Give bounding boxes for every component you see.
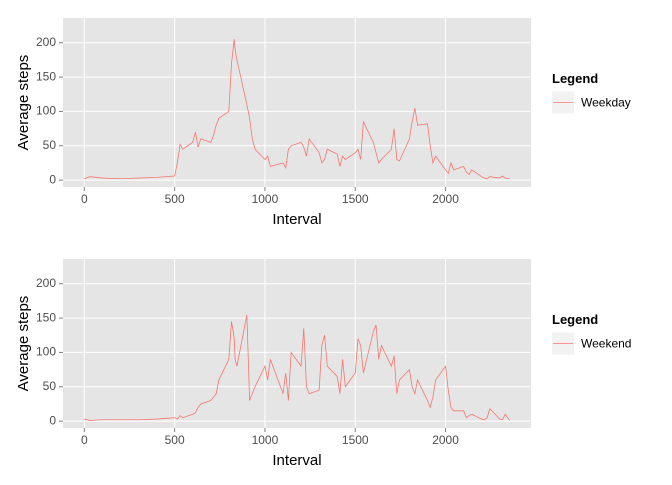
x-tick-label: 2000 xyxy=(432,192,459,206)
x-tick-label: 0 xyxy=(81,433,88,447)
y-tick-label: 50 xyxy=(43,379,57,393)
y-tick-label: 0 xyxy=(49,172,56,186)
legend-label: Weekday xyxy=(581,96,631,110)
legend-title: Legend xyxy=(552,312,598,327)
x-tick-label: 1500 xyxy=(342,192,369,206)
x-axis-title: Interval xyxy=(272,211,321,228)
y-tick-label: 0 xyxy=(49,413,56,427)
y-tick-label: 200 xyxy=(36,276,56,290)
x-tick-label: 1000 xyxy=(252,192,279,206)
panel xyxy=(63,259,531,428)
legend-title: Legend xyxy=(552,71,598,86)
x-tick-label: 2000 xyxy=(432,433,459,447)
y-tick-label: 150 xyxy=(36,310,56,324)
data-line xyxy=(84,39,510,180)
x-tick-label: 1000 xyxy=(252,433,279,447)
panel xyxy=(63,18,531,187)
x-tick-label: 500 xyxy=(165,192,185,206)
y-tick-label: 100 xyxy=(36,104,56,118)
y-tick-label: 150 xyxy=(36,69,56,83)
y-tick-label: 50 xyxy=(43,138,57,152)
data-line xyxy=(84,314,511,421)
y-tick-label: 200 xyxy=(36,35,56,49)
x-tick-label: 500 xyxy=(165,433,185,447)
legend-label: Weekend xyxy=(581,337,631,351)
x-axis-title: Interval xyxy=(272,452,321,469)
x-tick-label: 1500 xyxy=(342,433,369,447)
y-axis-title: Average steps xyxy=(15,296,32,392)
y-axis-title: Average steps xyxy=(15,55,32,151)
y-tick-label: 100 xyxy=(36,345,56,359)
x-tick-label: 0 xyxy=(81,192,88,206)
